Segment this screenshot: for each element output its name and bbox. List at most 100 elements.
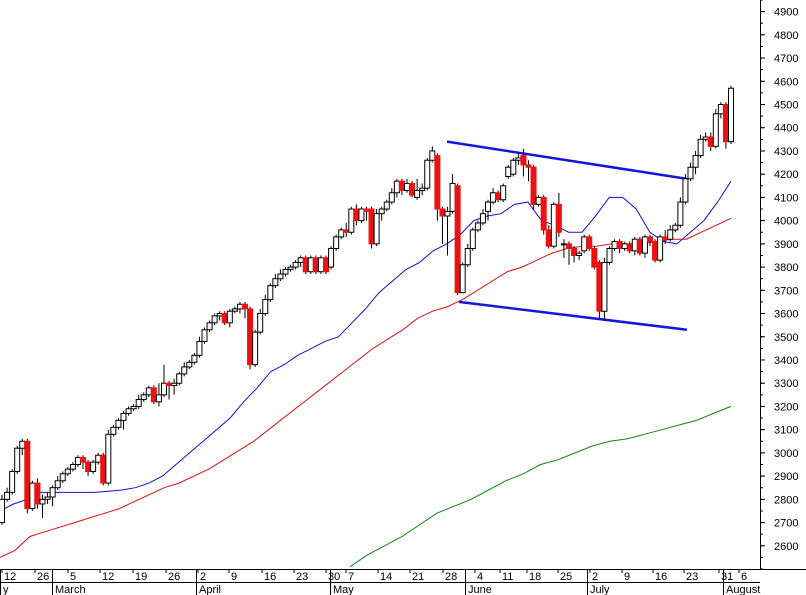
candle-body <box>150 387 157 403</box>
candle-body <box>247 308 254 366</box>
x-day-label: 23 <box>296 571 308 583</box>
x-month-label: May <box>333 584 354 595</box>
candle-body <box>206 322 213 331</box>
candle-body <box>105 433 112 484</box>
x-day-label: 9 <box>624 571 630 583</box>
candle-body <box>191 354 198 363</box>
candle <box>414 178 421 200</box>
candle <box>459 262 466 294</box>
candle <box>667 225 674 242</box>
y-tick-label: 2600 <box>774 541 798 553</box>
candle-body <box>388 192 395 203</box>
x-day-label: 26 <box>168 571 180 583</box>
candle <box>333 234 340 251</box>
candle <box>100 452 107 486</box>
candle-body <box>490 192 497 203</box>
y-tick-label: 3600 <box>774 309 798 321</box>
candle <box>130 404 137 412</box>
candle <box>231 306 238 314</box>
candle-body <box>717 104 724 115</box>
candle <box>383 199 390 212</box>
plot-area <box>0 85 734 568</box>
candle-body <box>155 394 162 403</box>
candle <box>161 364 167 398</box>
moving-average-lines <box>0 180 732 568</box>
candle <box>601 257 608 321</box>
candle <box>69 462 76 472</box>
candle-body <box>307 257 314 273</box>
x-day-label: 16 <box>264 571 276 583</box>
candle <box>525 160 532 182</box>
candle <box>105 429 112 486</box>
candle-body <box>216 313 223 317</box>
candle <box>328 246 335 270</box>
candle-body <box>171 382 178 387</box>
candle-body <box>505 166 512 178</box>
y-tick-label: 4100 <box>774 192 798 204</box>
candle <box>444 206 451 256</box>
candle <box>540 195 547 235</box>
x-day-label: 16 <box>655 571 667 583</box>
candle-body <box>368 208 375 245</box>
y-tick-label: 3200 <box>774 401 798 413</box>
candle <box>652 239 659 263</box>
y-tick-label: 2900 <box>774 471 798 483</box>
candle-body <box>196 340 203 356</box>
candle-body <box>631 238 638 252</box>
candle-body <box>657 236 664 261</box>
candle <box>682 174 689 205</box>
candle-body <box>540 196 547 231</box>
candle-body <box>24 440 31 510</box>
candle <box>176 371 183 386</box>
candle-body <box>39 498 46 505</box>
y-tick-label: 3100 <box>774 425 798 437</box>
candle-body <box>252 331 259 366</box>
candle <box>54 476 61 491</box>
candle-body <box>510 159 517 175</box>
candle-body <box>697 138 704 157</box>
x-day-label: 4 <box>477 571 483 583</box>
x-axis: 12 26 5 12 19 26 2 9 16 23 30 7 14 21 28 4 11 18 25 2 9 16 23 3… <box>0 569 806 595</box>
candle <box>80 455 86 470</box>
candle-body <box>677 201 684 226</box>
candle <box>434 153 441 221</box>
y-tick-label: 3000 <box>774 448 798 460</box>
candle <box>29 480 36 511</box>
candle-body <box>606 248 613 263</box>
x-day-label: 26 <box>37 571 49 583</box>
candle-body <box>358 208 365 222</box>
candle-body <box>662 236 669 240</box>
candle <box>226 308 233 328</box>
candle-body <box>74 457 81 465</box>
candle-body <box>474 222 481 231</box>
candle <box>672 222 679 233</box>
candle-body <box>100 454 107 484</box>
candle <box>571 246 578 263</box>
candle-body <box>722 104 729 143</box>
candle-body <box>647 236 653 243</box>
candle <box>0 494 5 525</box>
candle <box>125 406 132 416</box>
candle-body <box>201 329 208 342</box>
candle-body <box>601 261 608 312</box>
candle-body <box>262 299 269 315</box>
candle <box>302 255 309 275</box>
candle-body <box>34 482 41 505</box>
candle-body <box>485 201 491 212</box>
candle-body <box>115 419 122 428</box>
candle-body <box>571 248 578 256</box>
candle-body <box>550 203 557 247</box>
candle-body <box>9 470 16 493</box>
x-month-label: April <box>199 584 221 595</box>
x-day-label: 28 <box>445 571 457 583</box>
y-tick-label: 3900 <box>774 239 798 251</box>
candle <box>9 469 16 495</box>
x-day-label: 19 <box>135 571 147 583</box>
x-day-label: 30 <box>328 571 340 583</box>
candle-body <box>434 155 441 210</box>
y-tick-label: 3300 <box>774 378 798 390</box>
candle-body <box>29 482 36 510</box>
candle-body <box>85 461 92 472</box>
candle <box>140 392 147 402</box>
long-moving-average-line <box>349 405 732 568</box>
